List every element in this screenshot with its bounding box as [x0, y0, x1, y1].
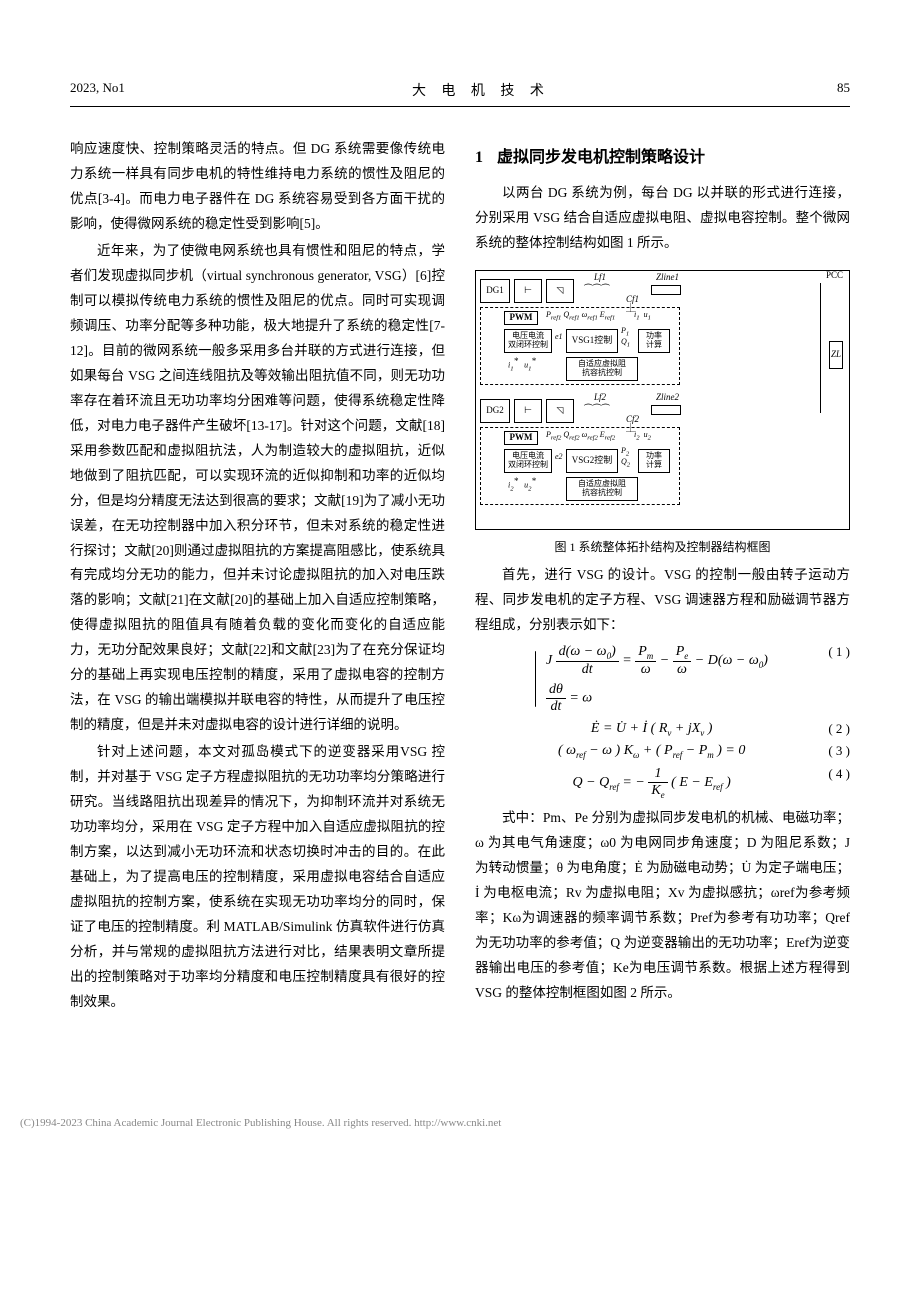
brace-icon — [535, 651, 536, 707]
two-column-body: 响应速度快、控制策略灵活的特点。但 DG 系统需要像传统电力系统一样具有同步电机… — [70, 137, 850, 1017]
eq2-number: ( 2 ) — [828, 721, 850, 737]
equation-2: Ė = U̇ + İ ( Rv + jXv ) ( 2 ) — [475, 721, 850, 738]
equation-3: ( ωref − ω ) Kω + ( Pref − Pm ) = 0 ( 3 … — [475, 743, 850, 760]
dg1-dashed-boundary — [480, 307, 680, 385]
pcc-label: PCC — [826, 271, 843, 281]
dg2-box: DG2 — [480, 399, 510, 423]
figure-1: DG1 ⊢ ◹ Lf1 ⏜⏜⏜ Zline1 PCC Cf1 ⏊ PWM Pre… — [475, 270, 850, 555]
dg1-box: DG1 — [480, 279, 510, 303]
coil1-icon: ⏜⏜⏜ — [584, 285, 610, 295]
header-right: 85 — [837, 80, 850, 100]
right-column: 1 虚拟同步发电机控制策略设计 以两台 DG 系统为例，每台 DG 以并联的形式进… — [475, 137, 850, 1017]
dg2-dashed-boundary — [480, 427, 680, 505]
page-header: 2023, No1 大 电 机 技 术 85 — [70, 80, 850, 107]
coil2-icon: ⏜⏜⏜ — [584, 405, 610, 415]
lf1-label: Lf1 — [594, 273, 606, 283]
system-diagram: DG1 ⊢ ◹ Lf1 ⏜⏜⏜ Zline1 PCC Cf1 ⏊ PWM Pre… — [475, 270, 850, 530]
eq1-number: ( 1 ) — [828, 644, 850, 660]
section-1-heading: 1 虚拟同步发电机控制策略设计 — [475, 143, 850, 167]
right-p2: 首先，进行 VSG 的设计。VSG 的控制一般由转子运动方程、同步发电机的定子方… — [475, 563, 850, 638]
eq4-number: ( 4 ) — [828, 766, 850, 782]
left-column: 响应速度快、控制策略灵活的特点。但 DG 系统需要像传统电力系统一样具有同步电机… — [70, 137, 445, 1017]
equation-4: Q − Qref = − 1Ke ( E − Eref ) ( 4 ) — [475, 766, 850, 800]
right-p3: 式中：Pm、Pe 分别为虚拟同步发电机的机械、电磁功率；ω 为其电气角速度；ω0… — [475, 806, 850, 1006]
left-p1: 响应速度快、控制策略灵活的特点。但 DG 系统需要像传统电力系统一样具有同步电机… — [70, 137, 445, 237]
page: 2023, No1 大 电 机 技 术 85 响应速度快、控制策略灵活的特点。但… — [0, 0, 920, 1057]
pcc-bus-line — [820, 283, 821, 413]
zl-box: ZL — [829, 341, 843, 369]
figure1-caption: 图 1 系统整体拓扑结构及控制器结构框图 — [475, 538, 850, 555]
zline2-box — [651, 405, 681, 415]
equation-1: J d(ω − ω0)dt = Pmω − Peω − D(ω − ω0) dθ… — [475, 644, 850, 715]
igbt1-icon: ⊢ — [514, 279, 542, 303]
lf2-label: Lf2 — [594, 393, 606, 403]
igbt2-icon: ⊢ — [514, 399, 542, 423]
eq3-number: ( 3 ) — [828, 743, 850, 759]
page-footer: (C)1994-2023 China Academic Journal Elec… — [0, 1117, 920, 1149]
header-left: 2023, No1 — [70, 80, 125, 100]
right-p1: 以两台 DG 系统为例，每台 DG 以并联的形式进行连接，分别采用 VSG 结合… — [475, 181, 850, 256]
left-p3: 针对上述问题，本文对孤岛模式下的逆变器采用VSG 控制，并对基于 VSG 定子方… — [70, 740, 445, 1015]
inverter1-icon: ◹ — [546, 279, 574, 303]
header-center: 大 电 机 技 术 — [412, 80, 550, 100]
inverter2-icon: ◹ — [546, 399, 574, 423]
section-title: 虚拟同步发电机控制策略设计 — [497, 149, 705, 166]
zline1-box — [651, 285, 681, 295]
section-number: 1 — [475, 149, 483, 166]
zline1-label: Zline1 — [656, 273, 679, 283]
left-p2: 近年来，为了使微电网系统也具有惯性和阻尼的特点，学者们发现虚拟同步机（virtu… — [70, 239, 445, 738]
zline2-label: Zline2 — [656, 393, 679, 403]
